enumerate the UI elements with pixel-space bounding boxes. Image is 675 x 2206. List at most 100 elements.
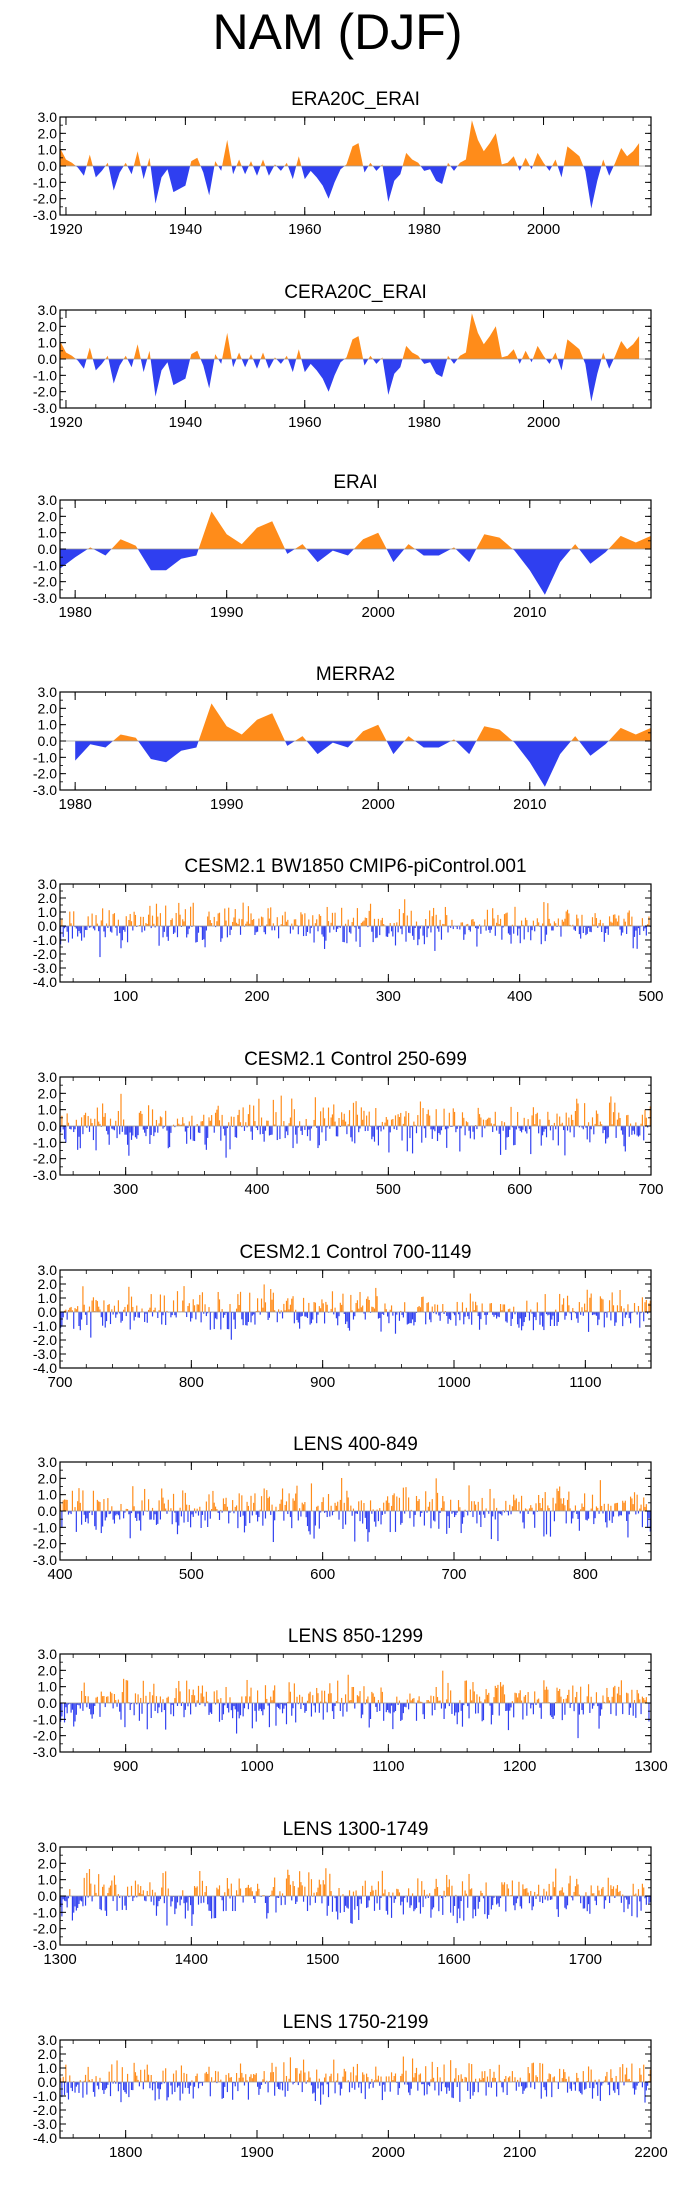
bar: [120, 1503, 122, 1511]
y-tick-label: -1.0: [33, 1318, 57, 1334]
bar: [577, 1312, 579, 1323]
bar: [300, 1703, 302, 1710]
bar: [214, 926, 217, 928]
bar: [411, 1312, 414, 1320]
bar: [208, 1703, 210, 1715]
bar: [230, 2077, 232, 2082]
bar: [595, 1312, 598, 1316]
bar: [497, 914, 499, 926]
bar: [356, 1300, 358, 1312]
bar: [390, 1896, 393, 1918]
bar: [450, 1126, 452, 1127]
y-tick-label: -2.0: [33, 1151, 57, 1167]
bar: [605, 2076, 607, 2082]
x-tick-label: 1980: [58, 604, 91, 621]
bar: [267, 1120, 269, 1126]
bar: [339, 2082, 341, 2096]
bar: [216, 1887, 218, 1896]
bar: [490, 1896, 492, 1910]
bar: [431, 916, 433, 926]
bar: [220, 926, 222, 942]
bar: [285, 1703, 288, 1725]
bar: [230, 1312, 232, 1340]
bar: [232, 2082, 234, 2100]
bar: [366, 1115, 368, 1126]
bar: [496, 1507, 498, 1511]
bar: [459, 1700, 461, 1703]
bar: [100, 1312, 102, 1318]
bar: [77, 1703, 79, 1705]
bar: [422, 1296, 424, 1312]
bar: [530, 1703, 532, 1709]
bar: [359, 1896, 361, 1900]
bar: [389, 2082, 391, 2092]
bar: [505, 913, 507, 926]
bar: [183, 1703, 185, 1718]
bar: [452, 926, 454, 930]
bar: [280, 2082, 282, 2084]
x-tick-label: 400: [244, 1181, 269, 1198]
bar: [492, 1312, 494, 1315]
bar: [593, 1703, 595, 1706]
bar: [475, 1896, 477, 1917]
bar: [274, 1685, 276, 1703]
bar: [313, 1302, 315, 1312]
bar: [170, 919, 172, 926]
bar: [425, 2066, 427, 2082]
bar: [524, 1695, 527, 1703]
bar: [587, 926, 590, 928]
bar: [643, 1887, 645, 1896]
bar: [292, 2082, 294, 2085]
bar: [90, 926, 92, 928]
bar: [66, 1703, 68, 1714]
bar: [375, 1703, 377, 1707]
bar: [96, 1301, 98, 1312]
bar: [342, 2076, 344, 2082]
bar: [499, 1682, 502, 1703]
bar: [585, 2082, 587, 2089]
bar: [544, 2082, 546, 2091]
bar: [304, 1126, 306, 1130]
bar: [577, 1511, 579, 1519]
bar: [218, 1703, 221, 1722]
bar: [103, 2082, 105, 2094]
bar: [467, 1122, 469, 1126]
bar: [136, 1305, 138, 1312]
bar: [526, 920, 528, 926]
bar: [490, 1123, 492, 1126]
bar: [280, 924, 282, 926]
bar: [359, 1126, 361, 1129]
bar: [217, 913, 219, 926]
bar: [351, 1896, 353, 1924]
bar: [408, 1312, 410, 1324]
bar: [472, 1126, 474, 1132]
bar: [389, 1511, 391, 1533]
bar: [384, 1511, 386, 1514]
bar: [455, 1703, 457, 1713]
bar: [71, 1490, 73, 1511]
bar: [396, 1312, 398, 1315]
bar: [238, 1305, 240, 1312]
bar: [408, 1497, 410, 1511]
bar: [396, 2082, 398, 2083]
bar: [557, 1312, 559, 1322]
bar: [566, 1295, 569, 1312]
bar: [140, 2069, 142, 2082]
bar: [402, 1487, 404, 1511]
bar: [404, 1703, 406, 1707]
bar: [501, 1686, 503, 1703]
bar: [115, 1700, 117, 1703]
bar: [497, 1896, 499, 1904]
bar: [457, 1500, 460, 1511]
bar: [300, 1882, 302, 1896]
bar: [623, 1896, 625, 1913]
bar: [489, 926, 491, 933]
bar: [432, 1696, 435, 1703]
bar: [493, 918, 495, 926]
bar: [161, 1312, 163, 1325]
bar: [74, 1126, 76, 1130]
bar: [325, 1511, 327, 1513]
bar: [564, 1896, 566, 1908]
bar: [320, 1308, 322, 1312]
bar: [373, 2080, 376, 2082]
